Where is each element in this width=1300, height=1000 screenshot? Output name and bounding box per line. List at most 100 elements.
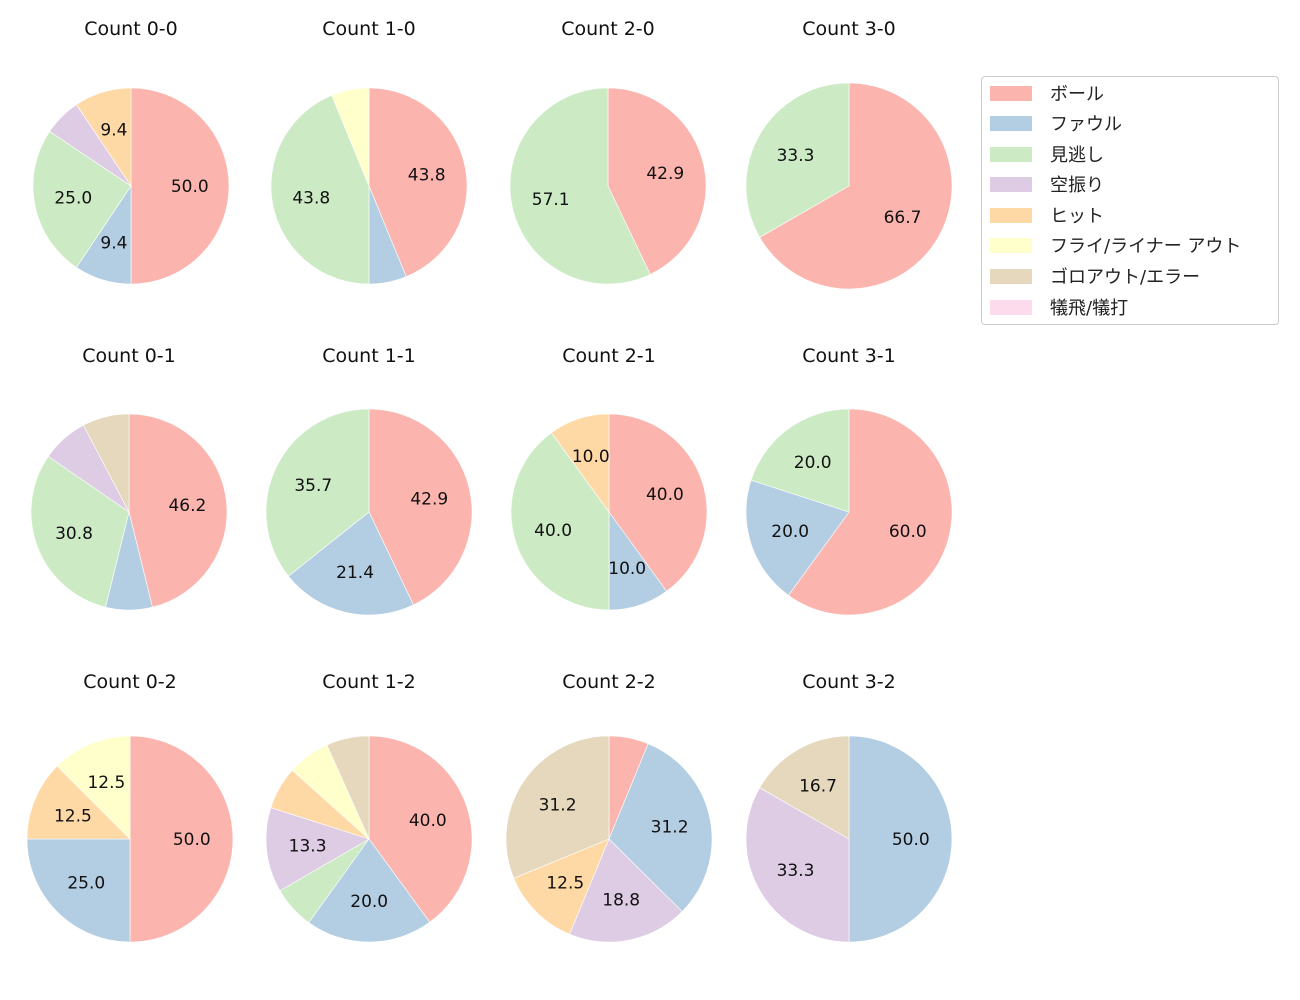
legend-item-ball: ボール [990, 82, 1104, 105]
wedge-label: 20.0 [794, 453, 832, 473]
pie-chart: Count 1-1 42.9 21.4 35.7 [265, 345, 473, 616]
pie-chart: Count 0-1 46.2 30.8 [30, 345, 228, 611]
legend-swatch [990, 299, 1032, 315]
wedge-label: 20.0 [350, 892, 388, 912]
pie-chart: Count 3-2 50.0 33.3 16.7 [745, 671, 953, 943]
pie-wedge [26, 838, 131, 943]
wedge-label: 25.0 [54, 188, 92, 208]
pie-wedge [326, 735, 370, 840]
chart-title: Count 3-2 [802, 671, 896, 693]
chart-title: Count 2-0 [561, 18, 655, 40]
wedge-label: 9.4 [100, 233, 127, 253]
pie-wedge [750, 408, 850, 513]
legend-swatch [990, 268, 1032, 284]
pie-wedge [505, 735, 610, 879]
wedge-label: 30.8 [55, 524, 93, 544]
wedge-label: 31.2 [539, 796, 577, 816]
legend-label: 空振り [1050, 175, 1104, 196]
chart-title: Count 3-1 [802, 345, 896, 367]
wedge-label: 42.9 [646, 164, 684, 184]
pie-wedge [368, 87, 468, 278]
wedge-label: 33.3 [777, 861, 815, 881]
pie-chart: Count 0-0 50.0 9.4 25.0 9.4 [32, 18, 230, 285]
legend-swatch [990, 237, 1032, 253]
legend-item-called-strike: 見逃し [990, 143, 1104, 166]
chart-title: Count 2-2 [562, 671, 656, 693]
pie-chart: Count 2-1 40.0 10.0 40.0 10.0 [510, 345, 708, 611]
legend-swatch [990, 85, 1032, 101]
wedge-label: 50.0 [171, 177, 209, 197]
wedge-label: 13.3 [289, 837, 327, 857]
pie-chart: Count 0-2 50.0 25.0 12.5 12.5 [26, 671, 234, 943]
pie-chart: Count 2-2 31.2 18.8 12.5 31.2 [505, 671, 713, 943]
pie-wedge [607, 87, 707, 275]
legend-label: ファウル [1050, 114, 1122, 135]
pie-wedge [788, 408, 953, 616]
pie-wedge [510, 432, 610, 611]
legend-item-hit: ヒット [990, 204, 1104, 227]
pie-wedge [76, 87, 132, 187]
pie-wedge [26, 765, 131, 840]
wedge-label: 50.0 [892, 830, 930, 850]
wedge-label: 31.2 [651, 818, 689, 838]
pie-wedge [759, 735, 850, 840]
pie-wedge [265, 408, 370, 577]
pie-wedge [513, 838, 610, 935]
wedge-label: 66.7 [884, 208, 922, 228]
pie-wedge [129, 735, 234, 943]
legend-label: ゴロアウト/エラー [1050, 267, 1201, 288]
pie-chart: Count 1-0 43.8 43.8 [270, 18, 468, 285]
pie-wedge [745, 787, 850, 943]
pie-wedge [550, 413, 610, 513]
wedge-label: 46.2 [168, 496, 206, 516]
wedge-label: 40.0 [646, 485, 684, 505]
legend-label: ボール [1050, 84, 1104, 105]
pie-wedge [368, 735, 473, 923]
wedge-label: 16.7 [799, 777, 837, 797]
chart-title: Count 1-2 [322, 671, 416, 693]
wedge-label: 10.0 [608, 559, 646, 579]
legend-item-grounder-error: ゴロアウト/エラー [990, 265, 1201, 288]
chart-title: Count 3-0 [802, 18, 896, 40]
pie-wedge [30, 455, 130, 608]
legend-item-fly-liner-out: フライ/ライナー アウト [990, 234, 1241, 257]
legend-swatch [990, 176, 1032, 192]
pie-wedge [331, 87, 370, 187]
pie-wedge [608, 413, 708, 592]
pie-wedge [83, 413, 130, 513]
pie-chart: Count 2-0 42.9 57.1 [509, 18, 707, 285]
chart-title: Count 1-0 [322, 18, 416, 40]
legend-label: 見逃し [1050, 145, 1104, 166]
wedge-label: 40.0 [409, 811, 447, 831]
pie-wedge [287, 511, 414, 616]
pie-wedge [265, 807, 370, 892]
wedge-label: 42.9 [410, 489, 448, 509]
wedge-label: 50.0 [173, 830, 211, 850]
pie-wedge [130, 87, 230, 285]
legend-swatch [990, 207, 1032, 223]
pie-wedge [368, 408, 473, 606]
pie-chart: Count 1-2 40.0 20.0 13.3 [265, 671, 473, 943]
chart-legend: ボール ファウル 見逃し 空振り ヒット フライ/ライナー アウト ゴロアウト/… [981, 76, 1279, 325]
pie-wedge [509, 87, 651, 285]
wedge-label: 57.1 [532, 190, 570, 210]
wedge-label: 25.0 [67, 874, 105, 894]
wedge-label: 12.5 [87, 773, 125, 793]
pie-wedge [270, 94, 370, 285]
chart-title: Count 0-1 [82, 345, 176, 367]
pie-wedge [745, 479, 850, 596]
chart-title: Count 0-2 [83, 671, 177, 693]
pie-wedge [56, 735, 131, 840]
pie-wedge [848, 735, 953, 943]
legend-item-swinging-strike: 空振り [990, 173, 1104, 196]
pie-chart: Count 3-1 60.0 20.0 20.0 [745, 345, 953, 616]
legend-item-sacrifice: 犠飛/犠打 [990, 296, 1128, 319]
legend-swatch [990, 146, 1032, 162]
wedge-label: 43.8 [408, 166, 446, 186]
pie-wedge [759, 82, 953, 290]
wedge-label: 12.5 [546, 874, 584, 894]
wedge-label: 9.4 [100, 121, 127, 141]
pie-wedge [128, 413, 228, 608]
wedge-label: 12.5 [54, 806, 92, 826]
